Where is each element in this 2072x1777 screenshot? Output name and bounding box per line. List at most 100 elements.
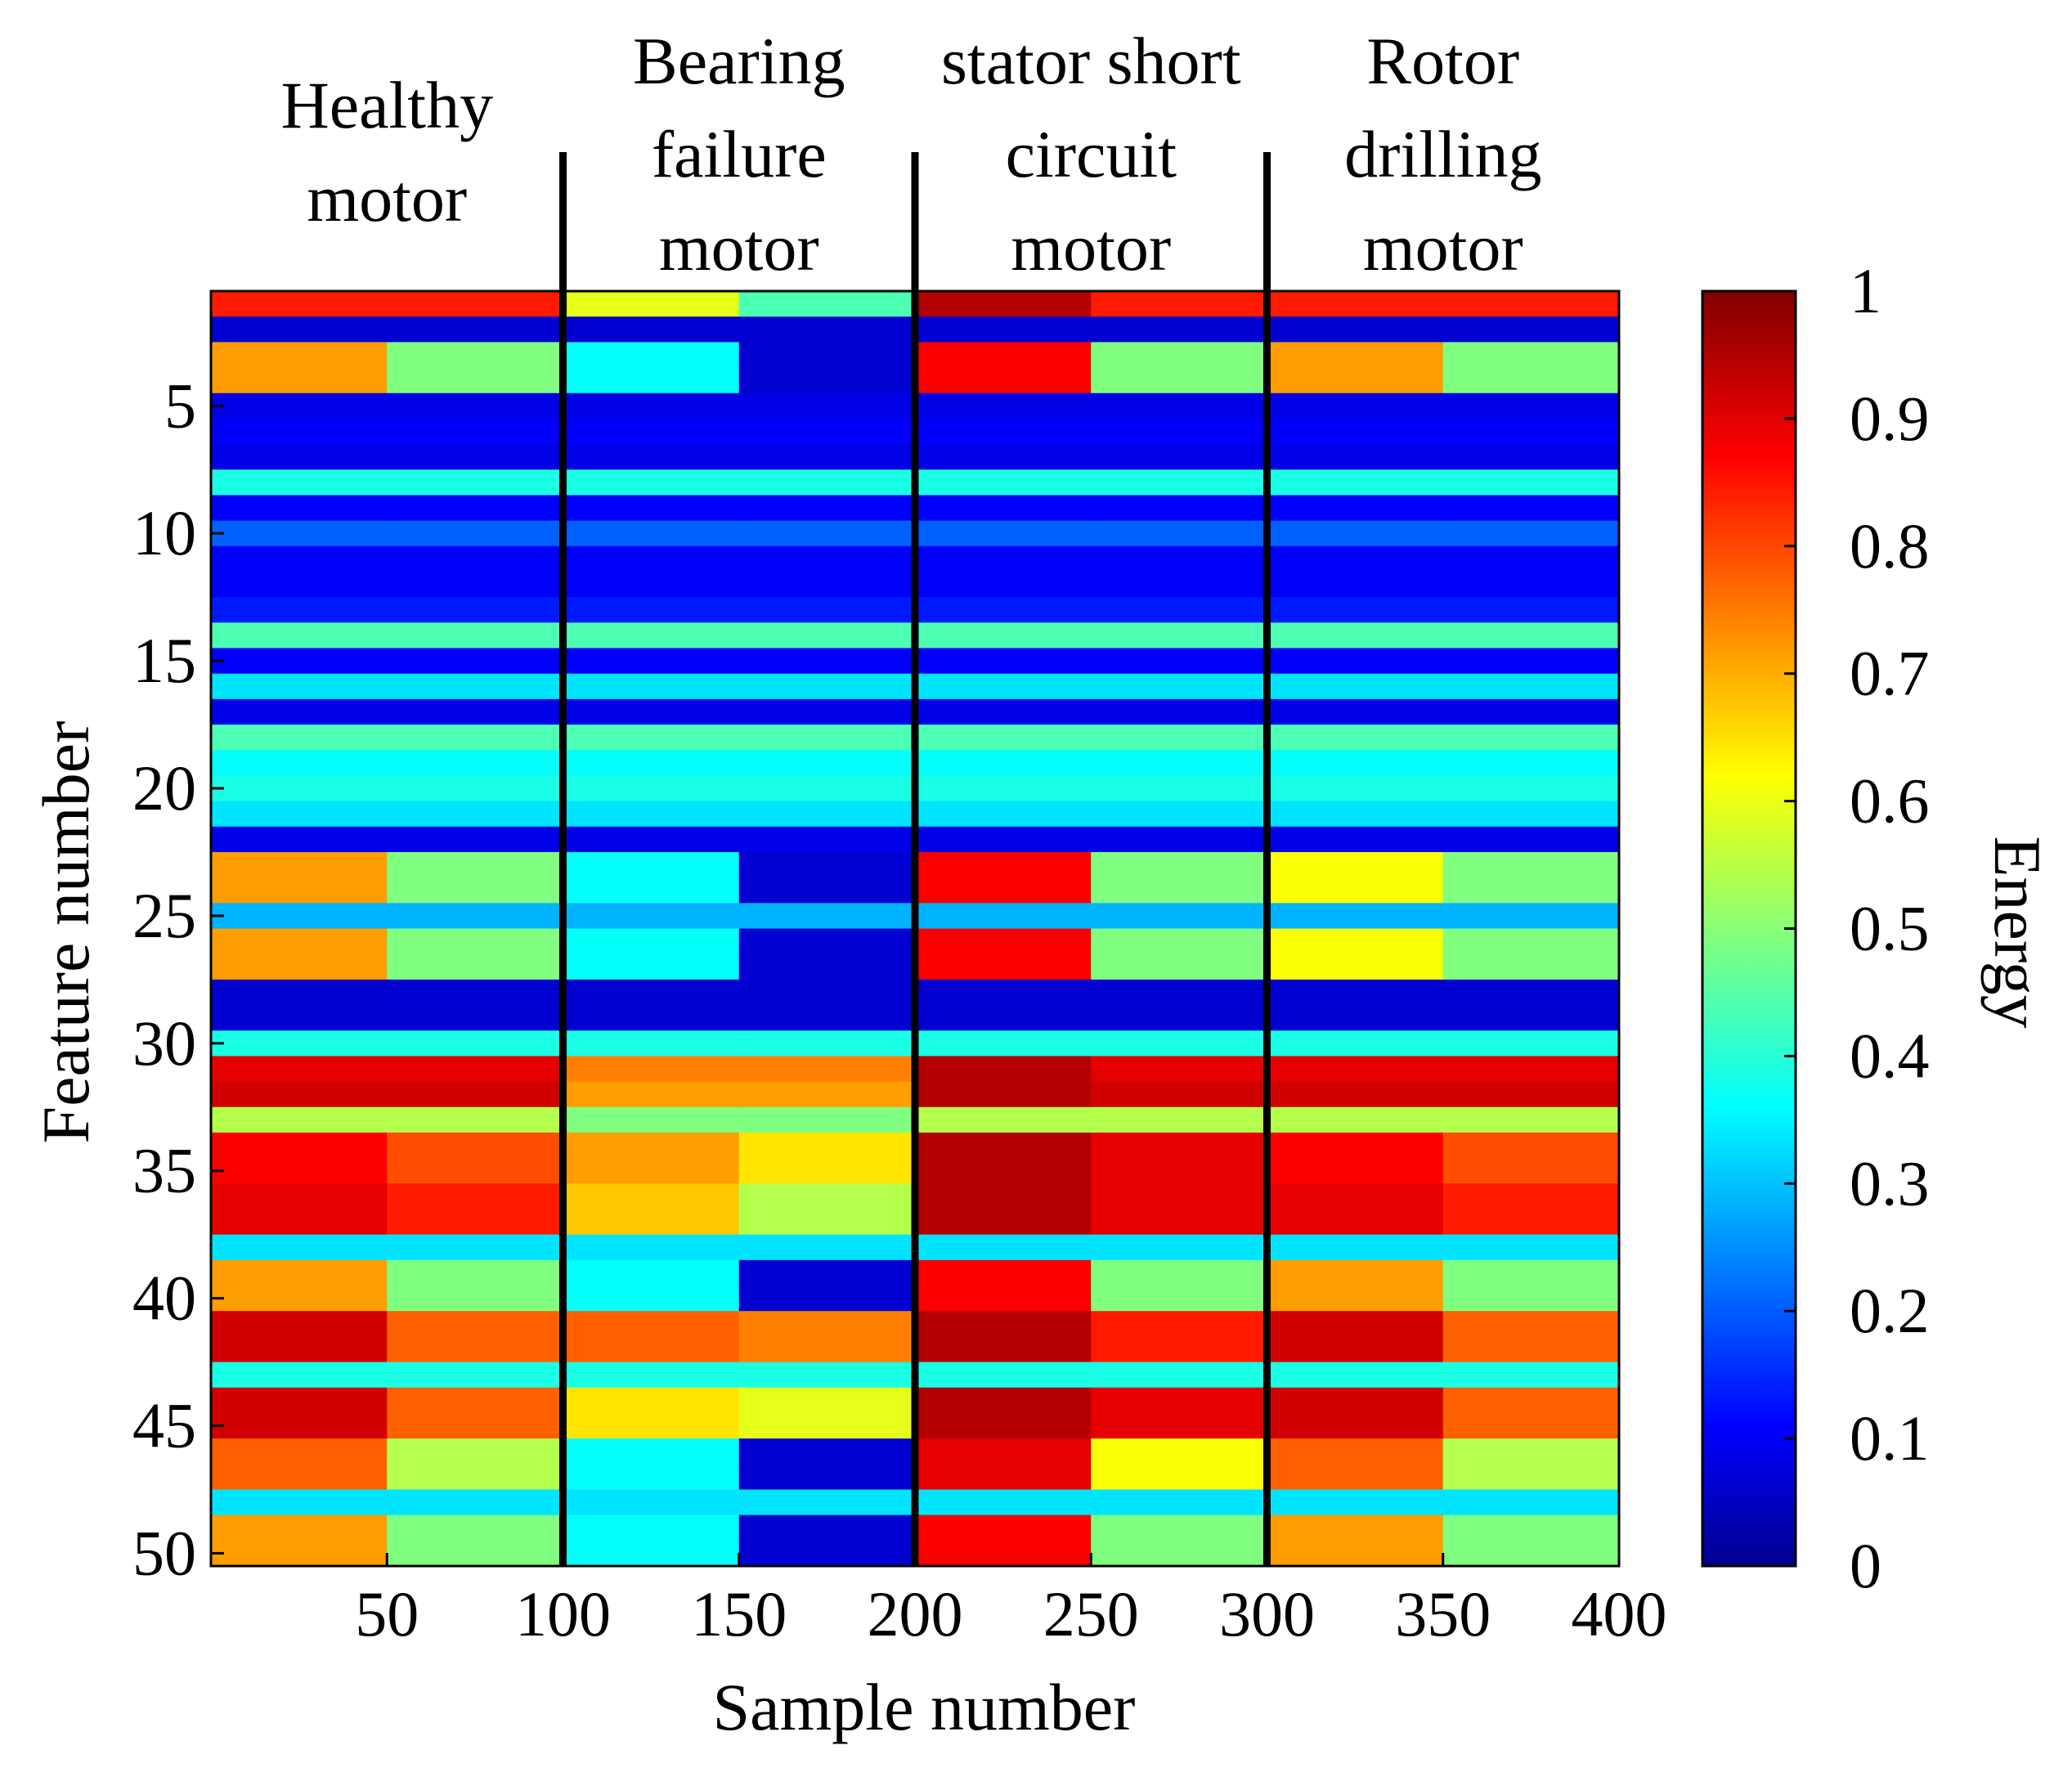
heatmap-cell <box>563 954 740 980</box>
heatmap-cell <box>563 903 740 930</box>
heatmap-cell <box>915 571 1092 598</box>
heatmap-cell <box>915 928 1092 955</box>
heatmap-cell <box>1091 1209 1268 1236</box>
heatmap-cell <box>211 1336 388 1363</box>
heatmap-cell <box>1442 393 1620 420</box>
heatmap-cell <box>387 775 564 802</box>
heatmap-cell <box>915 520 1092 547</box>
colorbar-tick-label: 0.9 <box>1850 383 1930 454</box>
heatmap-cell <box>1267 393 1444 420</box>
heatmap-cell <box>738 571 916 598</box>
heatmap-cell <box>738 1106 916 1133</box>
heatmap-cell <box>1442 1158 1620 1184</box>
heatmap-cell <box>387 648 564 675</box>
colorbar-tick-label: 0.3 <box>1850 1147 1930 1218</box>
group-label-line: stator short <box>941 24 1241 98</box>
heatmap-cell <box>211 520 388 547</box>
heatmap-cell <box>211 1106 388 1133</box>
heatmap-cell <box>387 1183 564 1210</box>
heatmap-cell <box>1442 673 1620 700</box>
group-label-line: motor <box>1363 210 1523 285</box>
heatmap-cell <box>738 1438 916 1465</box>
heatmap-cell <box>1091 954 1268 980</box>
heatmap-cell <box>1267 1489 1444 1516</box>
heatmap-cell <box>738 1209 916 1236</box>
colorbar-tick-label: 0.6 <box>1850 765 1930 837</box>
heatmap-cell <box>738 1132 916 1159</box>
heatmap-cell <box>1091 316 1268 343</box>
heatmap-cell <box>915 851 1092 878</box>
heatmap-cell <box>211 291 388 317</box>
heatmap-cell <box>738 725 916 751</box>
heatmap-cell <box>738 1234 916 1261</box>
heatmap-cell <box>211 750 388 777</box>
heatmap-cell <box>211 1311 388 1337</box>
heatmap-cell <box>563 1183 740 1210</box>
heatmap-cell <box>211 1259 388 1286</box>
heatmap-cell <box>1442 928 1620 955</box>
heatmap-cell <box>563 495 740 522</box>
heatmap-cell <box>211 648 388 675</box>
heatmap-cell <box>738 928 916 955</box>
heatmap-cell <box>915 775 1092 802</box>
heatmap-cell <box>387 1030 564 1057</box>
heatmap-cell <box>211 928 388 955</box>
heatmap-cell <box>211 1412 388 1439</box>
heatmap-cell <box>563 367 740 394</box>
heatmap-cell <box>563 1209 740 1236</box>
heatmap-cell <box>211 826 388 853</box>
heatmap-cell <box>1267 342 1444 369</box>
heatmap-cell <box>1091 291 1268 317</box>
heatmap-cell <box>1267 1132 1444 1159</box>
heatmap-cell <box>211 698 388 725</box>
heatmap-cell <box>1091 1540 1268 1567</box>
heatmap-cell <box>387 291 564 317</box>
heatmap-cell <box>1442 1412 1620 1439</box>
heatmap-cell <box>563 673 740 700</box>
heatmap-cell <box>915 1005 1092 1031</box>
heatmap-cell <box>915 1234 1092 1261</box>
heatmap-cell <box>387 1540 564 1567</box>
heatmap-cell <box>1267 903 1444 930</box>
heatmap-cell <box>563 979 740 1006</box>
heatmap-cell <box>387 1464 564 1491</box>
heatmap-cell <box>1442 826 1620 853</box>
colorbar-ticks: 0 0.1 0.2 0.3 0.4 0.5 0.6 0.7 0.8 0.9 1 <box>1784 255 1930 1601</box>
heatmap-cell <box>738 1056 916 1083</box>
heatmap-cell <box>738 1286 916 1312</box>
heatmap-cell <box>738 342 916 369</box>
heatmap-cell <box>211 1234 388 1261</box>
colorbar <box>1701 289 1797 1568</box>
heatmap-cell <box>915 903 1092 930</box>
heatmap-cell <box>738 520 916 547</box>
heatmap-cell <box>1091 1106 1268 1133</box>
heatmap-cell <box>1267 291 1444 317</box>
heatmap-cell <box>1267 469 1444 496</box>
heatmap-cell <box>738 826 916 853</box>
y-tick-label: 25 <box>132 880 196 951</box>
y-tick-label: 40 <box>132 1263 196 1334</box>
heatmap-cell <box>563 342 740 369</box>
heatmap-cell <box>211 545 388 572</box>
heatmap-cell <box>387 1056 564 1083</box>
heatmap-cell <box>563 928 740 955</box>
heatmap-cell <box>211 851 388 878</box>
heatmap-cell <box>563 291 740 317</box>
x-tick-label: 200 <box>868 1578 963 1649</box>
heatmap-cell <box>1267 648 1444 675</box>
heatmap-cell <box>1091 1132 1268 1159</box>
heatmap-cell <box>211 1209 388 1236</box>
heatmap-cell <box>915 1464 1092 1491</box>
heatmap-cell <box>387 597 564 623</box>
heatmap-cell <box>1442 1259 1620 1286</box>
heatmap-cell <box>387 826 564 853</box>
heatmap-cell <box>387 801 564 828</box>
heatmap-cell <box>1091 750 1268 777</box>
heatmap-cell <box>915 1362 1092 1389</box>
heatmap-cell <box>915 316 1092 343</box>
heatmap-cell <box>738 1158 916 1184</box>
heatmap-cell <box>1442 979 1620 1006</box>
heatmap-cell <box>915 495 1092 522</box>
y-axis-ticks: 5 10 15 20 25 30 35 40 45 50 <box>132 370 224 1588</box>
heatmap-cell <box>563 520 740 547</box>
